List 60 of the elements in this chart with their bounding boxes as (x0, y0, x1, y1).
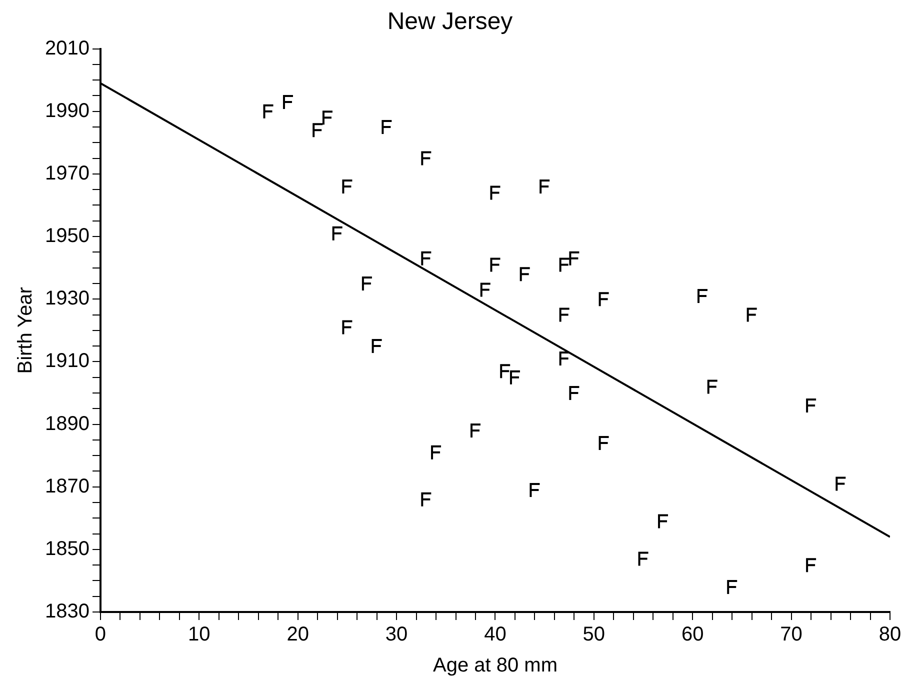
point (598, 292, 609, 306)
point (342, 179, 352, 194)
point (598, 436, 609, 450)
y-tick-label: 1890 (44, 412, 90, 435)
point (559, 352, 570, 366)
x-tick-label: 0 (94, 624, 106, 646)
point (470, 424, 481, 438)
x-axis-title: Age at 80 mm (432, 654, 558, 677)
y-tick-label: 1870 (44, 475, 90, 498)
point (372, 339, 382, 354)
point (540, 179, 550, 194)
point (559, 258, 570, 272)
y-axis-title: Birth Year (14, 286, 37, 374)
point (727, 580, 738, 594)
y-tick-label: 1930 (44, 288, 90, 310)
y-tick-label: 1990 (44, 100, 90, 122)
x-tick-label: 40 (484, 624, 506, 646)
point (569, 251, 580, 266)
point (806, 398, 816, 412)
point (362, 276, 372, 290)
point (658, 514, 668, 528)
point (806, 558, 816, 572)
x-tick-label: 50 (582, 624, 606, 646)
point (697, 288, 708, 303)
point (342, 320, 352, 334)
point (707, 380, 718, 394)
point (421, 251, 432, 266)
point (638, 552, 648, 566)
x-tick-label: 30 (385, 624, 408, 646)
y-tick-label: 1830 (44, 600, 90, 623)
point (490, 186, 500, 200)
y-tick-label: 1970 (44, 162, 90, 184)
point (480, 282, 490, 297)
x-tick-label: 80 (878, 624, 902, 646)
point (490, 258, 500, 272)
y-tick-label: 2010 (44, 37, 90, 60)
point (322, 110, 332, 125)
point (569, 386, 580, 400)
point (431, 445, 442, 460)
y-tick-label: 1850 (44, 538, 90, 560)
point (746, 308, 757, 322)
x-tick-label: 60 (682, 624, 704, 646)
chart-title: New Jersey (387, 8, 513, 36)
point (312, 123, 323, 138)
point (332, 226, 342, 240)
point (559, 308, 570, 322)
point (500, 364, 510, 378)
point (836, 476, 846, 491)
point (520, 267, 530, 282)
x-tick-label: 70 (780, 624, 802, 646)
point (421, 151, 432, 166)
point (510, 370, 520, 384)
x-tick-label: 10 (188, 624, 210, 646)
point (421, 492, 432, 506)
point (382, 120, 392, 134)
point (530, 482, 540, 497)
x-tick-label: 20 (286, 624, 309, 646)
point (263, 104, 274, 118)
y-tick-label: 1910 (44, 350, 90, 372)
y-tick-label: 1950 (44, 225, 90, 248)
